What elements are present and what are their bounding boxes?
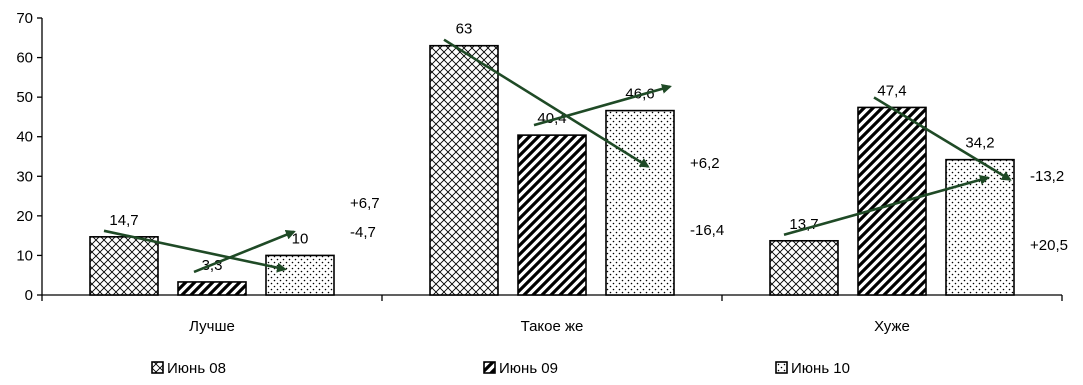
bar (89, 236, 159, 296)
change-arrows: +6,7 -4,7 +6,2 -16,4 -13,2 +20,5 (103, 38, 1068, 274)
legend-swatch (151, 361, 164, 374)
y-tick-label: 10 (16, 247, 33, 264)
change-annotation: +6,7 (350, 195, 380, 212)
legend-label: Июнь 09 (499, 360, 558, 377)
legend-swatch (483, 361, 496, 374)
data-label: 13,7 (789, 216, 818, 233)
change-annotation: +6,2 (690, 155, 720, 172)
bar (265, 254, 335, 296)
bar (429, 44, 499, 296)
y-tick-label: 0 (25, 287, 33, 304)
bar (517, 134, 587, 296)
change-arrow (443, 38, 650, 168)
change-annotation: -4,7 (350, 224, 376, 241)
bar (177, 281, 247, 296)
legend-label: Июнь 10 (791, 360, 850, 377)
legend-swatch (775, 361, 788, 374)
y-tick-label: 20 (16, 208, 33, 225)
change-arrow (783, 175, 990, 237)
change-arrow (533, 83, 672, 127)
change-annotation: -13,2 (1030, 168, 1064, 185)
y-tick-label: 60 (16, 50, 33, 67)
y-tick-label: 40 (16, 129, 33, 146)
change-arrow (103, 229, 287, 273)
change-arrow (193, 230, 296, 274)
y-tick-label: 30 (16, 168, 33, 185)
bars (89, 44, 1015, 296)
change-annotation: +20,5 (1030, 237, 1068, 254)
y-tick-label: 50 (16, 89, 33, 106)
bar (857, 106, 927, 296)
data-label: 47,4 (877, 82, 906, 99)
category-label: Хуже (874, 318, 910, 335)
data-label: 63 (456, 21, 473, 38)
data-label: 34,2 (965, 135, 994, 152)
legend: Июнь 08 Июнь 09 Июнь 10 (151, 360, 850, 377)
data-label: 14,7 (109, 212, 138, 229)
change-annotation: -16,4 (690, 222, 724, 239)
change-arrow (873, 96, 1012, 181)
legend-label: Июнь 08 (167, 360, 226, 377)
category-label: Лучше (189, 318, 235, 335)
y-tick-label: 70 (16, 10, 33, 27)
category-label: Такое же (521, 318, 584, 335)
bar (605, 109, 675, 296)
axes: 0 10 20 30 40 50 60 70 Лучше Такое же Хуже (16, 10, 1063, 335)
bar (769, 239, 839, 296)
